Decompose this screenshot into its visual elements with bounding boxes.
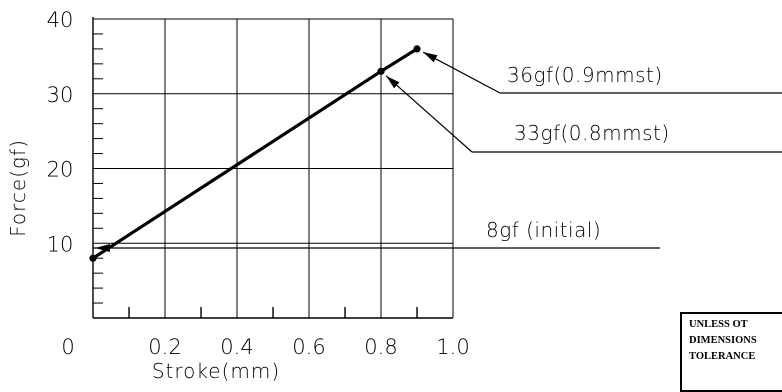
y-tick-label: 30 <box>47 83 74 107</box>
annotation-labels: 36gf(0.9mmst) 33gf(0.8mmst) 8gf (initial) <box>486 63 670 242</box>
tick-marks <box>93 33 418 318</box>
y-tick-label: 10 <box>47 232 74 256</box>
x-tick-label: 0.4 <box>220 335 253 359</box>
data-point <box>377 67 385 75</box>
y-tick-label: 40 <box>47 8 74 32</box>
note-line: UNLESS OT <box>689 319 748 330</box>
leader-arrowhead <box>423 52 438 63</box>
tick-labels: 0 0.2 0.4 0.6 0.8 1.0 10 20 30 40 <box>47 8 470 359</box>
dimension-note-box: UNLESS OT DIMENSIONS TOLERANCE <box>680 312 782 392</box>
data-point <box>89 254 97 262</box>
x-axis-label: Stroke(mm) <box>152 359 280 383</box>
y-tick-label: 20 <box>47 158 74 182</box>
annotation-label: 8gf (initial) <box>486 218 601 242</box>
annotation-label: 33gf(0.8mmst) <box>514 121 670 145</box>
x-tick-label: 0 <box>61 335 74 359</box>
x-tick-label: 0.6 <box>292 335 325 359</box>
leader-line <box>385 75 473 153</box>
annotation-leaders <box>93 51 782 252</box>
y-axis-label: Force(gf) <box>6 139 30 237</box>
series-line <box>92 47 418 260</box>
x-tick-label: 0.2 <box>148 335 181 359</box>
note-line: DIMENSIONS <box>689 335 757 346</box>
data-point <box>413 45 421 53</box>
force-stroke-chart: 0 0.2 0.4 0.6 0.8 1.0 10 20 30 40 36gf(0.9mmst) 33… <box>6 8 782 383</box>
series <box>89 45 421 262</box>
annotation-label: 36gf(0.9mmst) <box>507 63 663 87</box>
grid <box>93 18 454 318</box>
x-tick-label: 1.0 <box>436 335 469 359</box>
note-line: TOLERANCE <box>689 351 756 362</box>
leader-line <box>422 51 501 94</box>
leader-arrowhead <box>386 75 400 89</box>
axes <box>92 17 453 319</box>
x-tick-label: 0.8 <box>364 335 397 359</box>
